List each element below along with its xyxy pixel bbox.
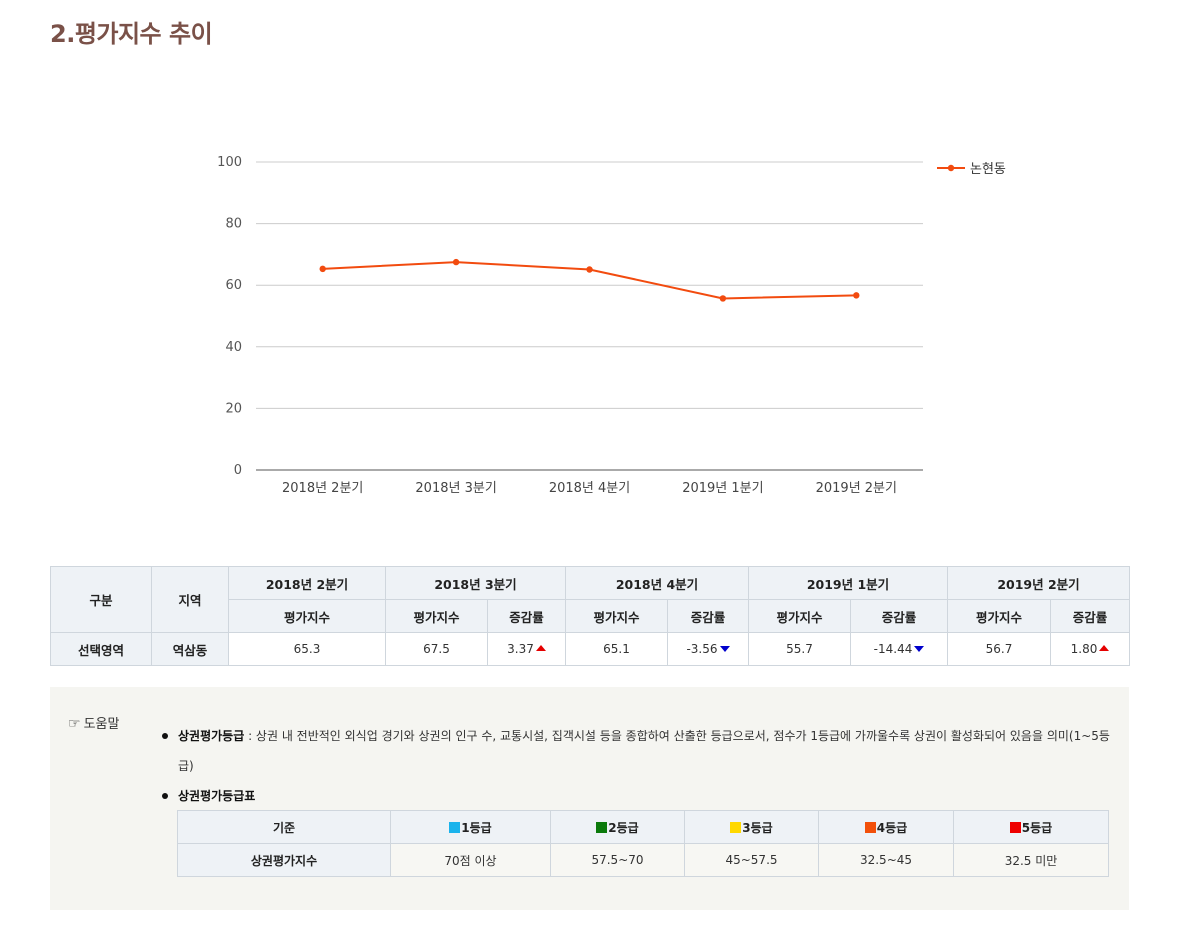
legend-marker — [947, 164, 955, 172]
grade-header: 2등급 — [550, 810, 685, 844]
chart-legend[interactable]: 논현동 — [937, 162, 1006, 177]
page-title: 2.평가지수 추이 — [50, 20, 213, 48]
table-row: 상권평가지수 70점 이상 57.5~70 45~57.5 32.5~45 32… — [177, 843, 1109, 877]
index-table: 구분 지역 2018년 2분기 2018년 3분기 2018년 4분기 2019… — [50, 566, 1130, 666]
table-subheader-row: 평가지수 평가지수 증감률 평가지수 증감률 평가지수 증감률 평가지수 증감률 — [51, 599, 1130, 633]
change-arrow-icon — [535, 645, 546, 651]
chart-grid — [256, 161, 923, 471]
header-index: 평가지수 — [565, 599, 668, 633]
header-period: 2019년 1분기 — [748, 566, 948, 600]
help-title: ☞ 도움말 — [68, 713, 119, 732]
header-period: 2018년 4분기 — [565, 566, 749, 600]
change-arrow-icon — [1099, 645, 1110, 651]
grade-range: 45~57.5 — [684, 843, 819, 877]
change-value: -14.44 — [873, 642, 913, 656]
grade-swatch-icon — [864, 821, 876, 833]
grade-range: 70점 이상 — [390, 843, 551, 877]
y-tick-label: 100 — [217, 155, 242, 170]
trend-line-chart: 0 20 40 60 80 100 2018년 2분기 2018년 3분기 2018년 4분기… — [217, 155, 1006, 496]
grade-row-label: 상권평가지수 — [177, 843, 391, 877]
grade-table: 기준 1등급 2등급 3등급 4등급 5등급 상권평가지수 70점 이상 57.… — [177, 810, 1109, 877]
grade-label: 1등급 — [461, 820, 492, 835]
row-region: 역삼동 — [151, 632, 229, 666]
header-period: 2018년 2분기 — [228, 566, 386, 600]
data-point — [719, 295, 727, 302]
change-cell: -3.56 — [667, 632, 749, 666]
index-cell: 67.5 — [385, 632, 488, 666]
grade-swatch-icon — [730, 821, 742, 833]
y-tick-label: 60 — [225, 278, 242, 293]
grade-header: 5등급 — [953, 810, 1109, 844]
help-box: ☞ 도움말 상권평가등급 : 상권 내 전반적인 외식업 경기와 상권의 인구 수… — [50, 687, 1129, 910]
row-label: 선택영역 — [50, 632, 152, 666]
grade-label: 5등급 — [1021, 820, 1053, 835]
legend-label: 논현동 — [970, 162, 1006, 177]
list-item: 상권평가등급 : 상권 내 전반적인 외식업 경기와 상권의 인구 수, 교통시… — [160, 721, 1110, 781]
y-axis-ticks: 0 20 40 60 80 100 — [217, 155, 242, 478]
y-tick-label: 40 — [225, 340, 242, 355]
grade-header: 4등급 — [818, 810, 954, 844]
grade-label: 4등급 — [876, 820, 908, 835]
help-term: 상권평가등급표 — [178, 789, 256, 803]
change-cell: 1.80 — [1050, 632, 1130, 666]
grade-range: 57.5~70 — [550, 843, 685, 877]
table-header-row: 구분 지역 2018년 2분기 2018년 3분기 2018년 4분기 2019… — [50, 566, 1130, 633]
series-lines — [319, 258, 860, 302]
grade-label: 3등급 — [742, 820, 773, 835]
list-item: 상권평가등급표 — [160, 781, 1110, 811]
header-category: 구분 — [50, 566, 152, 633]
grade-swatch-icon — [1009, 821, 1021, 833]
header-period: 2018년 3분기 — [385, 566, 566, 600]
x-tick-label: 2019년 2분기 — [816, 481, 897, 496]
header-period: 2019년 2분기 — [947, 566, 1130, 600]
help-description: : 상권 내 전반적인 외식업 경기와 상권의 인구 수, 교통시설, 집객시설… — [178, 729, 1110, 773]
header-change: 증감률 — [850, 599, 948, 633]
index-cell: 56.7 — [947, 632, 1051, 666]
x-axis-ticks: 2018년 2분기 2018년 3분기 2018년 4분기 2019년 1분기 2019… — [282, 481, 897, 496]
y-tick-label: 20 — [225, 401, 242, 416]
header-index: 평가지수 — [748, 599, 851, 633]
data-point — [319, 265, 326, 273]
table-row: 선택영역 역삼동 65.3 67.5 3.37 65.1 -3.56 55.7 … — [50, 632, 1130, 666]
grade-range: 32.5 미만 — [953, 843, 1109, 877]
index-cell: 55.7 — [748, 632, 851, 666]
change-value: -3.56 — [686, 642, 718, 656]
header-index: 평가지수 — [947, 599, 1051, 633]
header-change: 증감률 — [487, 599, 566, 633]
x-tick-label: 2019년 1분기 — [682, 481, 763, 496]
index-cell: 65.3 — [228, 632, 386, 666]
grade-header: 3등급 — [684, 810, 819, 844]
data-point — [853, 292, 860, 299]
header-index: 평가지수 — [385, 599, 488, 633]
change-value: 1.80 — [1070, 642, 1098, 656]
grade-criteria-header: 기준 — [177, 810, 391, 844]
change-value: 3.37 — [507, 642, 534, 656]
grade-label: 2등급 — [608, 820, 639, 835]
grade-header: 1등급 — [390, 810, 551, 844]
header-change: 증감률 — [1050, 599, 1130, 633]
change-cell: 3.37 — [487, 632, 566, 666]
x-tick-label: 2018년 2분기 — [282, 481, 363, 496]
index-cell: 65.1 — [565, 632, 668, 666]
help-list: 상권평가등급 : 상권 내 전반적인 외식업 경기와 상권의 인구 수, 교통시… — [160, 721, 1110, 811]
grade-header-row: 기준 1등급 2등급 3등급 4등급 5등급 — [177, 810, 1109, 844]
header-region: 지역 — [151, 566, 229, 633]
header-index: 평가지수 — [228, 599, 386, 633]
change-arrow-icon — [719, 646, 730, 652]
grade-swatch-icon — [596, 821, 608, 833]
help-term: 상권평가등급 — [178, 729, 245, 743]
data-point — [586, 266, 593, 273]
grade-range: 32.5~45 — [818, 843, 954, 877]
header-change: 증감률 — [667, 599, 749, 633]
x-tick-label: 2018년 4분기 — [549, 481, 630, 496]
help-title-label: 도움말 — [83, 717, 120, 732]
change-cell: -14.44 — [850, 632, 948, 666]
x-tick-label: 2018년 3분기 — [415, 481, 496, 496]
grade-swatch-icon — [449, 821, 461, 833]
data-point — [452, 258, 460, 266]
y-tick-label: 0 — [234, 463, 242, 478]
y-tick-label: 80 — [225, 217, 242, 232]
change-arrow-icon — [914, 646, 925, 652]
pointing-hand-icon: ☞ — [68, 716, 81, 732]
